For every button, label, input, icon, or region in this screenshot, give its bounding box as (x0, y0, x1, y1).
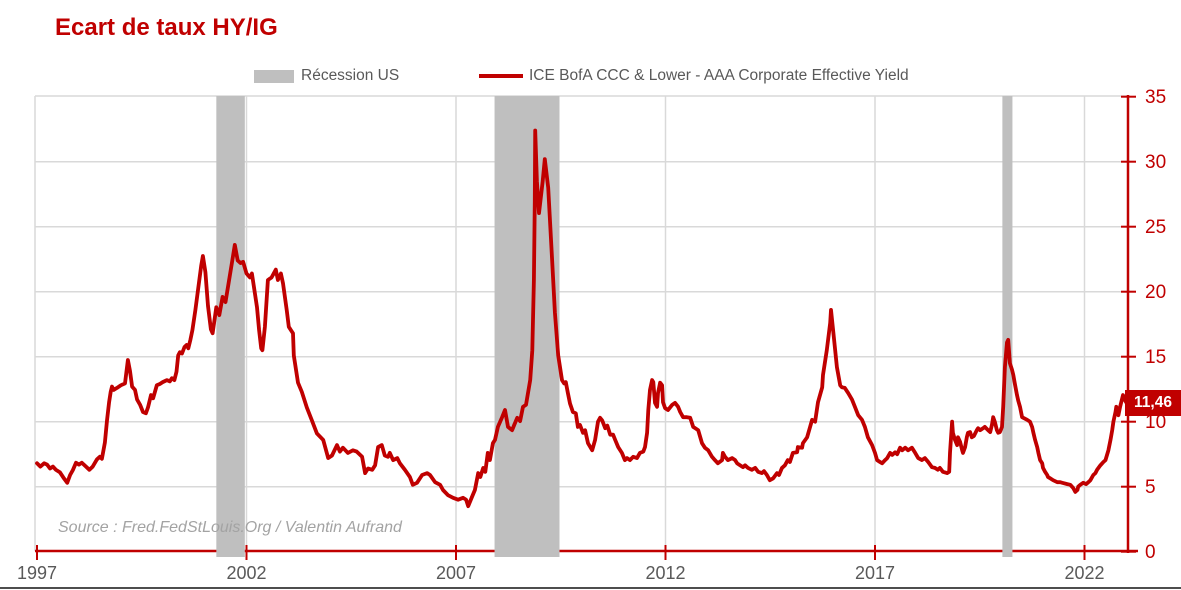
y-tick-label: 0 (1145, 542, 1156, 563)
x-tick-label: 2017 (855, 563, 895, 583)
x-tick-label: 1997 (17, 563, 57, 583)
legend-label-series: ICE BofA CCC & Lower - AAA Corporate Eff… (529, 67, 909, 84)
y-tick-label: 15 (1145, 347, 1166, 368)
x-tick-label: 2022 (1064, 563, 1104, 583)
recession-band (494, 96, 560, 557)
y-tick-label: 10 (1145, 412, 1166, 433)
recession-band (216, 96, 245, 557)
y-tick-label: 30 (1145, 152, 1166, 173)
last-value-badge: 11,46 (1125, 390, 1181, 416)
bottom-border (0, 587, 1181, 589)
x-tick-label: 2007 (436, 563, 476, 583)
y-tick-label: 5 (1145, 477, 1156, 498)
recession-band (1002, 96, 1013, 557)
recession-swatch-icon (254, 69, 294, 83)
series-line (35, 128, 1129, 509)
y-tick-label: 25 (1145, 217, 1166, 238)
series-line-swatch-icon (479, 73, 523, 79)
y-tick-label: 35 (1145, 87, 1166, 108)
chart-title: Ecart de taux HY/IG (55, 14, 278, 41)
legend-item-series: ICE BofA CCC & Lower - AAA Corporate Eff… (479, 67, 909, 85)
x-tick-label: 2012 (645, 563, 685, 583)
legend-label-recession: Récession US (301, 67, 400, 84)
source-credit: Source : Fred.FedStLouis.Org / Valentin … (58, 519, 402, 536)
legend-item-recession: Récession US (254, 67, 399, 85)
y-tick-label: 20 (1145, 282, 1166, 303)
x-tick-label: 2002 (226, 563, 266, 583)
